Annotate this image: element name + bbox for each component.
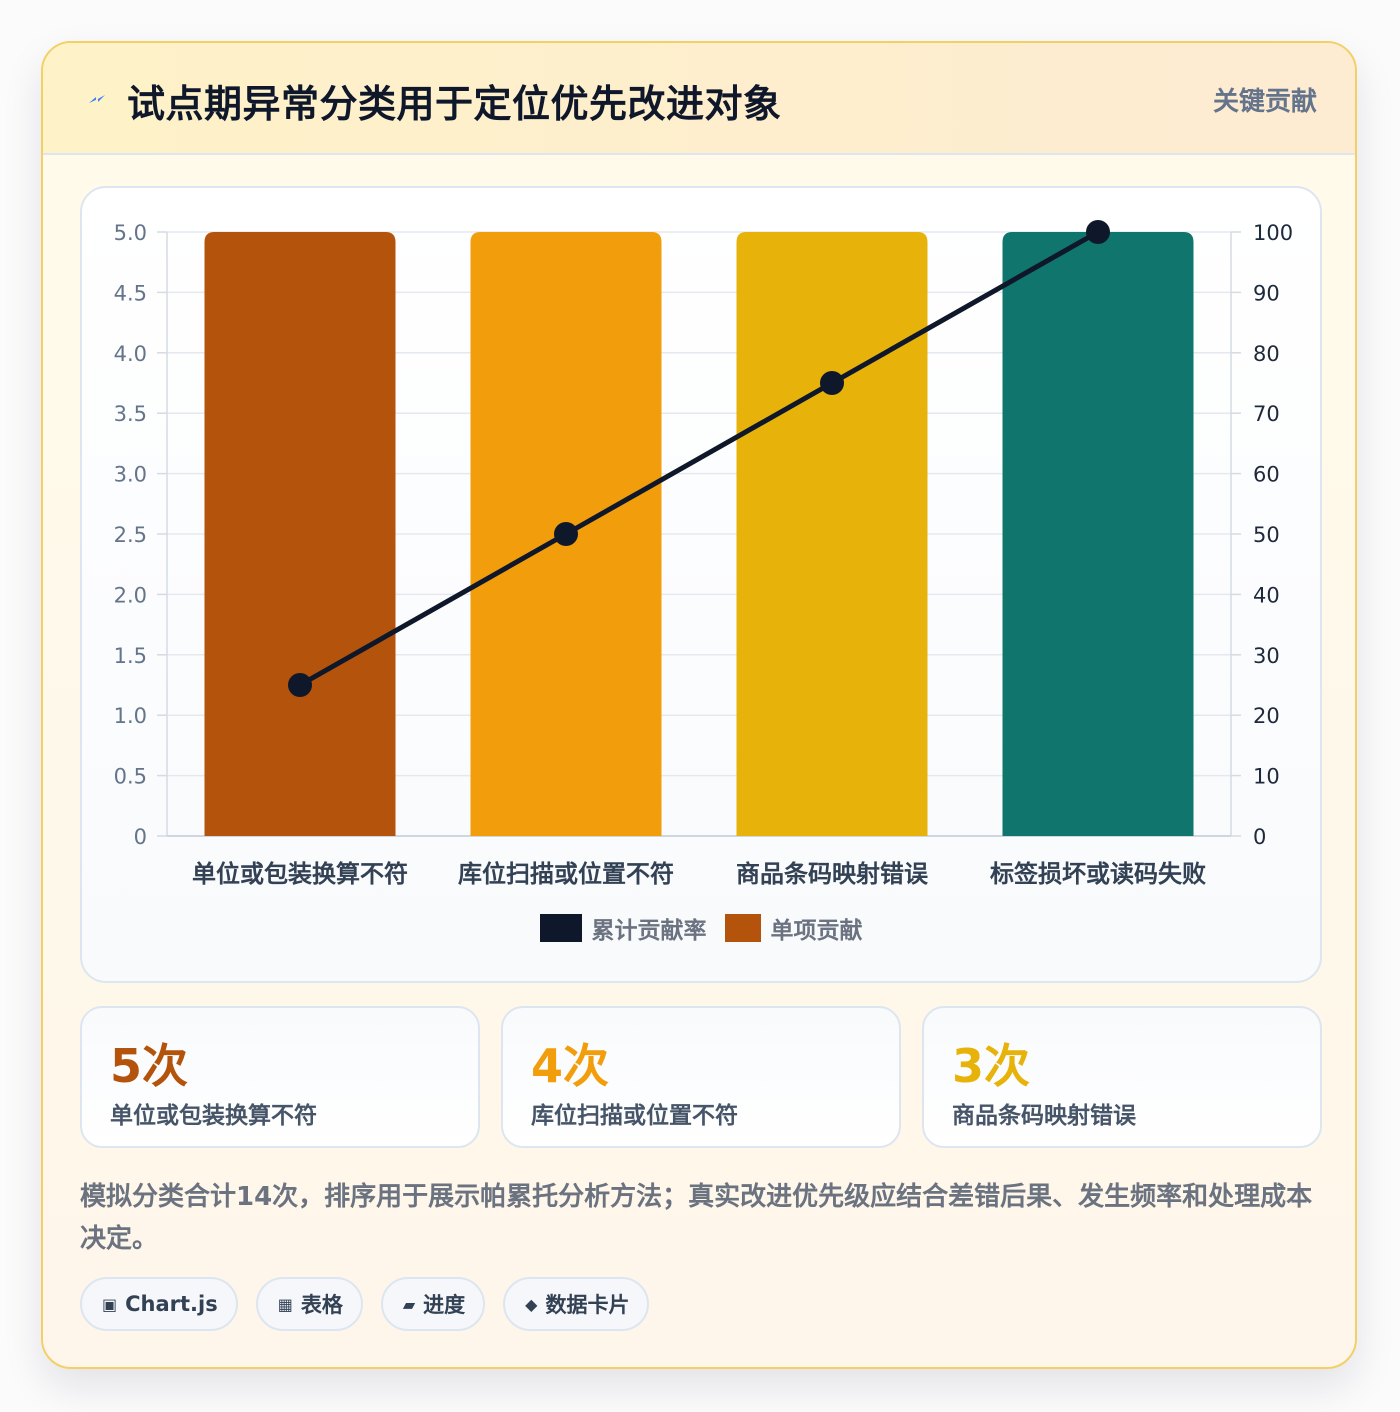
chart-icon: ▣ <box>102 1294 118 1314</box>
card-title: 试点期异常分类用于定位优先改进对象 <box>127 82 782 126</box>
pareto-card: 试点期异常分类用于定位优先改进对象 关键贡献 0 0.5 1.0 1.5 2.0 2.5 3… <box>41 41 1357 1369</box>
tag-data-card[interactable]: ◆ 数据卡片 <box>503 1277 650 1331</box>
tag-label: 表格 <box>300 1293 343 1317</box>
tag-chartjs[interactable]: ▣ Chart.js <box>80 1277 238 1331</box>
methodology-note: 模拟分类合计14次，排序用于展示帕累托分析方法；真实改进优先级应结合差错后果、发… <box>80 1182 1313 1254</box>
cumulative-line <box>298 229 1100 688</box>
legend-label-single: 单项贡献 <box>770 918 863 944</box>
y-tick-label: 5.0 <box>114 221 147 245</box>
cumulative-point-2 <box>554 522 578 546</box>
y-tick-label: 3.5 <box>114 402 147 426</box>
diamond-icon: ◆ <box>525 1294 538 1314</box>
y-tick-label: 1.5 <box>114 644 147 668</box>
y2-tick-label: 70 <box>1253 402 1280 426</box>
key-contribution-badge: 关键贡献 <box>1212 87 1317 117</box>
bar-4 <box>1002 232 1194 836</box>
y2-tick-label: 80 <box>1253 342 1280 366</box>
chart-legend: 累计贡献率 单项贡献 <box>82 910 1320 946</box>
tag-list: ▣ Chart.js ▦ 表格 ▰ 进度 ◆ 数据卡片 <box>80 1277 650 1331</box>
pareto-chart: 0 0.5 1.0 1.5 2.0 2.5 3.0 3.5 4.0 4.5 5.0 0 10 20 30 40… <box>114 220 1293 888</box>
stat-value: 5次 <box>110 1039 189 1093</box>
y2-tick-label: 10 <box>1253 765 1280 789</box>
x-tick-label: 商品条码映射错误 <box>736 860 929 888</box>
legend-swatch-cumulative <box>539 914 582 942</box>
lightning-icon <box>89 95 105 103</box>
bar-1 <box>204 232 396 836</box>
table-icon: ▦ <box>277 1294 293 1314</box>
x-tick-label: 标签损坏或读码失败 <box>990 860 1206 888</box>
y2-tick-label: 50 <box>1253 523 1280 547</box>
y-tick-label: 0.5 <box>114 765 147 789</box>
legend-swatch-single <box>724 914 761 942</box>
y-tick-label: 1.0 <box>114 704 147 728</box>
y2-tick-label: 60 <box>1253 463 1280 487</box>
stat-card-3: 3次 商品条码映射错误 <box>922 1006 1322 1148</box>
stat-card-1: 5次 单位或包装换算不符 <box>80 1006 480 1148</box>
tag-progress[interactable]: ▰ 进度 <box>380 1277 486 1331</box>
legend-item-cumulative[interactable]: 累计贡献率 <box>539 911 707 945</box>
tag-table[interactable]: ▦ 表格 <box>255 1277 363 1331</box>
progress-icon: ▰ <box>402 1294 416 1314</box>
tag-label: Chart.js <box>125 1292 218 1316</box>
cumulative-point-1 <box>288 673 312 697</box>
tag-label: 进度 <box>423 1293 466 1317</box>
y-tick-label: 0 <box>134 825 147 849</box>
y2-tick-label: 30 <box>1253 644 1280 668</box>
legend-label-cumulative: 累计贡献率 <box>591 918 707 944</box>
y-tick-label: 4.0 <box>114 342 147 366</box>
stat-value: 4次 <box>531 1039 610 1093</box>
stat-label: 单位或包装换算不符 <box>110 1103 317 1129</box>
y2-tick-label: 0 <box>1253 825 1266 849</box>
stat-card-2: 4次 库位扫描或位置不符 <box>501 1006 901 1148</box>
y2-tick-label: 100 <box>1253 221 1293 245</box>
stat-label: 商品条码映射错误 <box>952 1103 1136 1129</box>
y2-tick-label: 20 <box>1253 704 1280 728</box>
x-tick-label: 库位扫描或位置不符 <box>458 860 674 888</box>
y2-tick-label: 90 <box>1253 281 1280 305</box>
y-tick-label: 2.5 <box>114 523 147 547</box>
card-header: 试点期异常分类用于定位优先改进对象 关键贡献 <box>43 43 1355 155</box>
stat-label: 库位扫描或位置不符 <box>531 1103 738 1129</box>
cumulative-point-3 <box>820 371 844 395</box>
legend-item-single[interactable]: 单项贡献 <box>724 911 863 945</box>
chart-panel: 0 0.5 1.0 1.5 2.0 2.5 3.0 3.5 4.0 4.5 5.0 0 10 20 30 40… <box>80 186 1322 983</box>
tag-label: 数据卡片 <box>545 1293 630 1317</box>
stat-value: 3次 <box>952 1039 1031 1093</box>
y-tick-label: 4.5 <box>114 281 147 305</box>
y2-tick-label: 40 <box>1253 583 1280 607</box>
y-tick-label: 2.0 <box>114 583 147 607</box>
bar-3 <box>736 232 928 836</box>
y-tick-label: 3.0 <box>114 463 147 487</box>
cumulative-point-4 <box>1086 220 1110 244</box>
x-tick-label: 单位或包装换算不符 <box>192 860 408 888</box>
